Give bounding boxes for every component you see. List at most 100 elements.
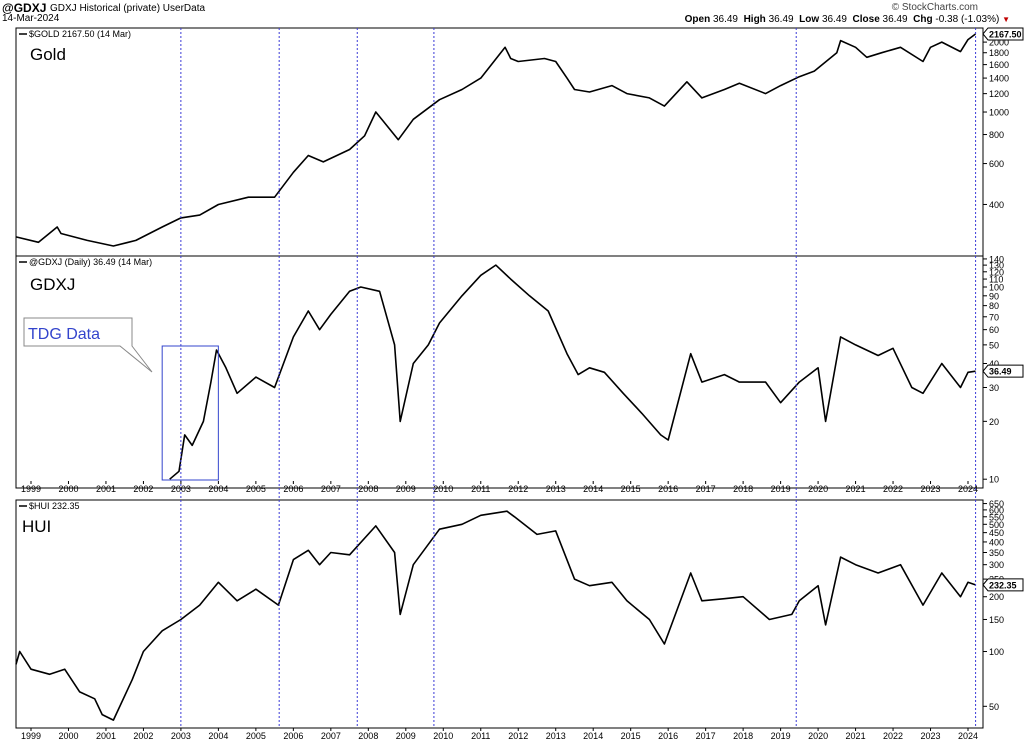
series-line — [15, 33, 976, 247]
y-tick-label: 120 — [989, 267, 1004, 277]
y-tick-label: 50 — [989, 340, 999, 350]
x-tick-label: 2007 — [321, 731, 341, 741]
y-tick-label: 60 — [989, 325, 999, 335]
legend-text: $GOLD 2167.50 (14 Mar) — [29, 29, 131, 39]
y-tick-label: 200 — [989, 592, 1004, 602]
x-tick-label: 2012 — [508, 731, 528, 741]
x-tick-label: 2001 — [96, 484, 116, 494]
x-tick-label: 2018 — [733, 484, 753, 494]
x-tick-label: 2003 — [171, 731, 191, 741]
x-tick-label: 2022 — [883, 731, 903, 741]
x-tick-label: 2012 — [508, 484, 528, 494]
last-value-tag — [982, 364, 1024, 378]
x-tick-label: 2004 — [208, 484, 228, 494]
x-tick-label: 2020 — [808, 731, 828, 741]
y-tick-label: 150 — [989, 615, 1004, 625]
x-tick-label: 2000 — [58, 484, 78, 494]
series-line — [15, 510, 976, 721]
last-value-label: 36.49 — [989, 367, 1012, 377]
y-tick-label: 400 — [989, 537, 1004, 547]
panel-title: GDXJ — [30, 275, 75, 294]
x-tick-label: 2004 — [208, 731, 228, 741]
y-tick-label: 600 — [989, 159, 1004, 169]
x-tick-label: 1999 — [21, 484, 41, 494]
x-tick-label: 2006 — [283, 731, 303, 741]
y-tick-label: 500 — [989, 520, 1004, 530]
y-tick-label: 1200 — [989, 89, 1009, 99]
y-tick-label: 1000 — [989, 108, 1009, 118]
x-tick-label: 2024 — [958, 731, 978, 741]
chart-description: GDXJ Historical (private) UserData — [50, 3, 206, 14]
last-value-tag — [982, 27, 1024, 41]
low-label: Low — [799, 14, 820, 25]
last-value-label: 232.35 — [989, 580, 1017, 590]
x-tick-label: 2013 — [546, 731, 566, 741]
x-tick-label: 2022 — [883, 484, 903, 494]
chart-symbol: @GDXJ — [2, 1, 47, 15]
x-tick-label: 2023 — [921, 484, 941, 494]
open-label: Open — [684, 14, 711, 25]
high-value: 36.49 — [768, 14, 794, 25]
panel-hui: 50100150200250300350400450500550600650$H… — [15, 499, 1024, 729]
brand-watermark: © StockCharts.com — [891, 2, 978, 13]
panel-title: HUI — [22, 517, 51, 536]
x-tick-label: 2010 — [433, 484, 453, 494]
close-value: 36.49 — [882, 14, 908, 25]
x-tick-label: 2021 — [846, 731, 866, 741]
y-tick-label: 40 — [989, 359, 999, 369]
y-tick-label: 1600 — [989, 60, 1009, 70]
close-label: Close — [852, 14, 880, 25]
x-tick-label: 2003 — [171, 484, 191, 494]
x-tick-label: 1999 — [21, 731, 41, 741]
y-tick-label: 10 — [989, 475, 999, 485]
x-tick-label: 2015 — [621, 731, 641, 741]
x-tick-label: 2008 — [358, 484, 378, 494]
last-value-tag — [982, 578, 1024, 592]
y-tick-label: 30 — [989, 383, 999, 393]
x-tick-label: 2014 — [583, 731, 603, 741]
y-tick-label: 600 — [989, 505, 1004, 515]
x-tick-label: 2011 — [471, 484, 490, 494]
x-tick-label: 2007 — [321, 484, 341, 494]
x-tick-label: 2016 — [658, 484, 678, 494]
x-tick-label: 2024 — [958, 484, 978, 494]
x-tick-label: 2009 — [396, 484, 416, 494]
x-tick-label: 2005 — [246, 731, 266, 741]
panel-title: Gold — [30, 45, 66, 64]
y-tick-label: 70 — [989, 312, 999, 322]
x-tick-label: 2018 — [733, 731, 753, 741]
y-tick-label: 1800 — [989, 48, 1009, 58]
y-tick-label: 650 — [989, 499, 1004, 509]
tdg-data-callout-text: TDG Data — [28, 326, 100, 343]
y-tick-label: 300 — [989, 560, 1004, 570]
x-tick-label: 2000 — [58, 731, 78, 741]
chg-label: Chg — [913, 14, 933, 25]
x-tick-label: 2002 — [133, 484, 153, 494]
x-tick-label: 2017 — [696, 731, 716, 741]
low-value: 36.49 — [821, 14, 847, 25]
high-label: High — [743, 14, 766, 25]
x-tick-label: 2017 — [696, 484, 716, 494]
x-tick-label: 2023 — [921, 731, 941, 741]
y-tick-label: 100 — [989, 283, 1004, 293]
panel-frame — [15, 499, 984, 729]
chart-date: 14-Mar-2024 — [2, 13, 60, 24]
y-tick-label: 80 — [989, 301, 999, 311]
y-tick-label: 400 — [989, 200, 1004, 210]
x-tick-label: 2010 — [433, 731, 453, 741]
y-tick-label: 110 — [989, 275, 1003, 285]
y-tick-label: 90 — [989, 291, 999, 301]
y-tick-label: 100 — [989, 647, 1004, 657]
tdg-data-callout-bubble — [23, 317, 153, 373]
y-tick-label: 50 — [989, 702, 999, 712]
y-tick-label: 450 — [989, 528, 1004, 538]
last-value-label: 2167.50 — [989, 29, 1022, 39]
panel-frame — [15, 255, 984, 489]
y-tick-label: 2000 — [989, 38, 1009, 48]
open-value: 36.49 — [712, 14, 738, 25]
y-tick-label: 140 — [989, 254, 1004, 264]
x-tick-label: 2013 — [546, 484, 566, 494]
